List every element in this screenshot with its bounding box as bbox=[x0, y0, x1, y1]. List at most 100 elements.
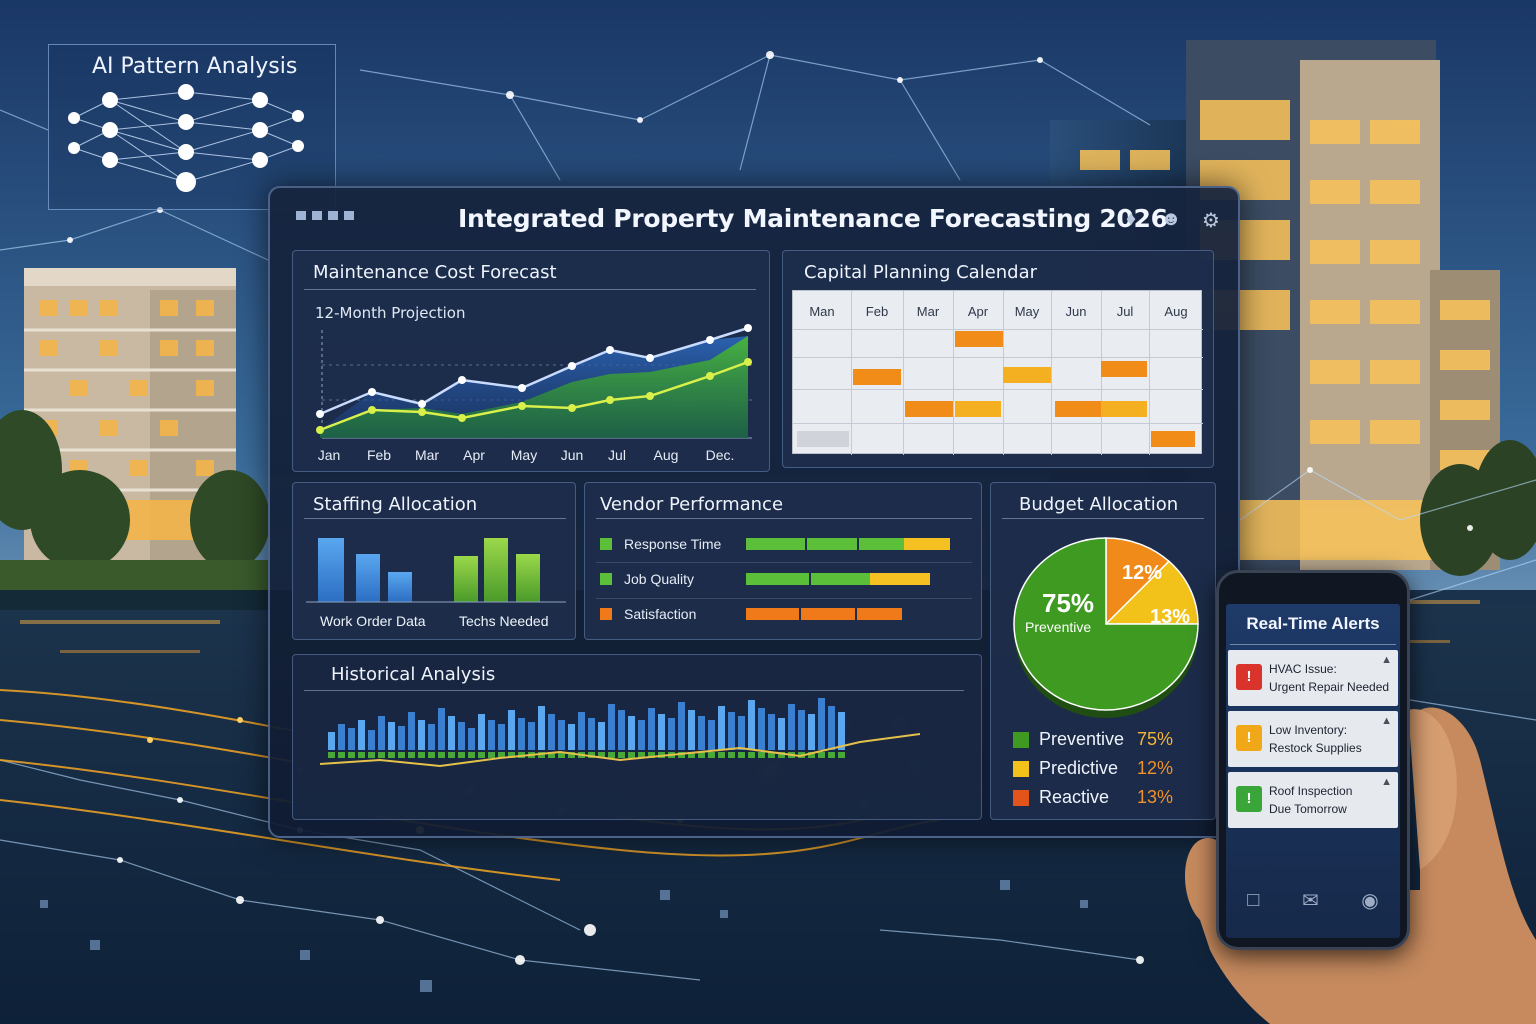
history-bar bbox=[438, 708, 445, 750]
vendor-row-response-time: Response Time bbox=[600, 536, 721, 552]
calendar-task-bar[interactable] bbox=[853, 369, 901, 385]
history-bar bbox=[328, 732, 335, 750]
chevron-up-icon[interactable]: ▲ bbox=[1381, 715, 1392, 727]
calendar-task-bar[interactable] bbox=[1151, 431, 1195, 447]
alert-item-hvac[interactable]: ! HVAC Issue: Urgent Repair Needed ▲ bbox=[1228, 650, 1398, 706]
chevron-up-icon[interactable]: ▲ bbox=[1381, 776, 1392, 788]
history-bar-base bbox=[548, 752, 555, 758]
cost-forecast-title: Maintenance Cost Forecast bbox=[313, 262, 557, 283]
pie-slice-reactive-yellow bbox=[1104, 560, 1199, 625]
calendar-task-bar[interactable] bbox=[1055, 401, 1101, 417]
history-bar bbox=[638, 720, 645, 750]
history-bar bbox=[598, 722, 605, 750]
history-bar bbox=[368, 730, 375, 750]
alert-line2: Restock Supplies bbox=[1269, 741, 1362, 755]
calendar-title: Capital Planning Calendar bbox=[804, 262, 1038, 283]
chevron-up-icon[interactable]: ▲ bbox=[1381, 654, 1392, 666]
alert-item-inventory[interactable]: ! Low Inventory: Restock Supplies ▲ bbox=[1228, 711, 1398, 767]
x-tick-label: Dec. bbox=[705, 447, 735, 463]
calendar-task-bar[interactable] bbox=[797, 431, 849, 447]
history-bar bbox=[578, 712, 585, 750]
vendor-bar-response-time bbox=[746, 538, 904, 550]
legend-swatch bbox=[600, 538, 612, 550]
staffing-label-work-order: Work Order Data bbox=[320, 613, 426, 629]
pie-label-main-sub: Preventive bbox=[1025, 619, 1092, 635]
calendar-month-header: Man bbox=[809, 304, 835, 319]
warning-icon: ! bbox=[1236, 664, 1262, 690]
alert-line1: Low Inventory: bbox=[1269, 723, 1348, 737]
budget-legend-preventive: Preventive 75% bbox=[1013, 729, 1173, 750]
history-bar-base bbox=[328, 752, 335, 758]
history-bar-base bbox=[478, 752, 485, 758]
history-bar-base bbox=[338, 752, 345, 758]
history-bar-base bbox=[608, 752, 615, 758]
budget-legend-predictive: Predictive 12% bbox=[1013, 758, 1173, 779]
calendar-icon[interactable]: □ bbox=[1247, 888, 1260, 911]
x-tick-label: Feb bbox=[366, 447, 392, 463]
budget-legend-reactive: Reactive 13% bbox=[1013, 787, 1173, 808]
history-bar-base bbox=[458, 752, 465, 758]
history-bar-base bbox=[538, 752, 545, 758]
calendar-task-bar[interactable] bbox=[905, 401, 953, 417]
history-bar bbox=[618, 710, 625, 750]
vendor-bar-satisfaction bbox=[746, 608, 902, 620]
pie-label-orange: 12% bbox=[1122, 562, 1163, 584]
historical-panel bbox=[292, 654, 982, 820]
history-bar-base bbox=[768, 752, 775, 758]
history-bar-base bbox=[728, 752, 735, 758]
staffing-chart bbox=[306, 538, 566, 603]
history-bar-base bbox=[348, 752, 355, 758]
history-bar-base bbox=[358, 752, 365, 758]
history-bar-base bbox=[428, 752, 435, 758]
warning-icon: ! bbox=[1236, 786, 1262, 812]
pie-label-yellow: 13% bbox=[1150, 606, 1191, 628]
history-bar bbox=[708, 720, 715, 750]
history-bar-base bbox=[408, 752, 415, 758]
phone-bottom-nav: □ ✉ ◉ bbox=[1226, 880, 1400, 920]
history-bar bbox=[558, 720, 565, 750]
user-icon[interactable]: ☻ bbox=[1160, 208, 1182, 230]
calendar-month-header: Apr bbox=[967, 304, 989, 319]
history-bar bbox=[698, 716, 705, 750]
vendor-bar-dividers bbox=[799, 536, 859, 622]
history-bar bbox=[668, 718, 675, 750]
history-bar-base bbox=[418, 752, 425, 758]
history-bar bbox=[338, 724, 345, 750]
history-bar-base bbox=[568, 752, 575, 758]
calendar-month-header: Feb bbox=[865, 304, 889, 319]
historical-chart bbox=[319, 698, 921, 768]
x-tick-label: May bbox=[510, 447, 538, 463]
history-bar-base bbox=[678, 752, 685, 758]
history-bar-base bbox=[388, 752, 395, 758]
warning-icon: ! bbox=[1236, 725, 1262, 751]
history-bar-base bbox=[508, 752, 515, 758]
calendar-task-bar[interactable] bbox=[955, 401, 1001, 417]
x-tick-label: Apr bbox=[463, 447, 485, 463]
historical-title: Historical Analysis bbox=[331, 664, 496, 685]
cost-forecast-chart bbox=[316, 324, 752, 439]
alerts-title: Real-Time Alerts bbox=[1246, 614, 1380, 633]
bell-icon[interactable]: ♦ bbox=[1125, 208, 1137, 230]
history-bar bbox=[398, 726, 405, 750]
window-menu-dots[interactable] bbox=[296, 211, 354, 220]
history-bar bbox=[588, 718, 595, 750]
calendar-month-header: May bbox=[1014, 304, 1040, 319]
vendor-bar-job-quality bbox=[746, 573, 870, 585]
budget-pie-chart bbox=[1013, 537, 1199, 718]
gear-icon[interactable]: ⚙ bbox=[1202, 210, 1220, 232]
calendar-task-bar[interactable] bbox=[1003, 367, 1051, 383]
budget-title: Budget Allocation bbox=[1019, 494, 1179, 515]
vendor-row-job-quality: Job Quality bbox=[600, 571, 694, 587]
history-bar bbox=[478, 714, 485, 750]
x-tick-label: Jul bbox=[608, 447, 626, 463]
history-bar-base bbox=[648, 752, 655, 758]
calendar-task-bar[interactable] bbox=[1101, 401, 1147, 417]
alert-item-roof[interactable]: ! Roof Inspection Due Tomorrow ▲ bbox=[1228, 772, 1398, 828]
vendor-title: Vendor Performance bbox=[600, 494, 784, 515]
chat-icon[interactable]: ◉ bbox=[1361, 889, 1379, 912]
history-bar bbox=[788, 704, 795, 750]
calendar-task-bar[interactable] bbox=[1101, 361, 1147, 377]
calendar-task-bar[interactable] bbox=[955, 331, 1003, 347]
mail-icon[interactable]: ✉ bbox=[1301, 889, 1319, 912]
pie-label-main: 75% bbox=[1042, 588, 1095, 618]
